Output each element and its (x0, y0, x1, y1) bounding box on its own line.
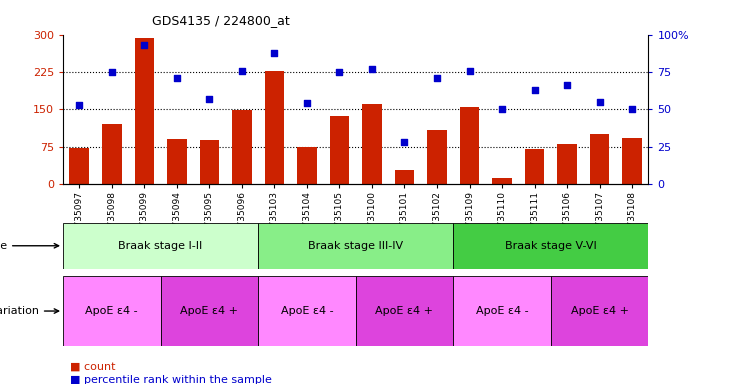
Point (73, 102, 85, 108)
Point (333, 69, 345, 75)
Point (268, 50, 280, 56)
Point (431, 75, 443, 81)
Bar (362, 104, 382, 184)
Text: GDS4135 / 224800_at: GDS4135 / 224800_at (152, 14, 290, 27)
Bar (258, 276, 356, 346)
Text: ApoE ε4 +: ApoE ε4 + (571, 306, 628, 316)
Bar (622, 138, 642, 184)
Point (399, 139, 411, 146)
Text: ApoE ε4 -: ApoE ε4 - (476, 306, 528, 316)
Bar (258, 223, 453, 269)
Point (594, 99, 605, 105)
Bar (428, 131, 447, 184)
Text: ■ percentile rank within the sample: ■ percentile rank within the sample (70, 375, 272, 384)
Text: ■ count: ■ count (70, 362, 116, 372)
Point (366, 66, 378, 72)
Bar (199, 141, 219, 184)
Bar (232, 111, 252, 184)
Point (626, 106, 638, 113)
Text: ApoE ε4 -: ApoE ε4 - (281, 306, 333, 316)
Bar (395, 170, 414, 184)
Text: disease state: disease state (0, 241, 59, 251)
Text: Braak stage I-II: Braak stage I-II (119, 241, 203, 251)
Bar (557, 144, 576, 184)
Bar (102, 124, 122, 184)
Point (139, 42, 150, 48)
Text: ApoE ε4 -: ApoE ε4 - (85, 306, 138, 316)
Bar (297, 147, 316, 184)
Bar (70, 148, 89, 184)
Bar (453, 223, 648, 269)
Bar (135, 38, 154, 184)
Point (496, 106, 508, 113)
Point (301, 100, 313, 106)
Bar (63, 223, 258, 269)
Bar (356, 276, 453, 346)
Bar (459, 107, 479, 184)
Text: ApoE ε4 +: ApoE ε4 + (180, 306, 239, 316)
Point (528, 87, 540, 93)
Bar (265, 71, 284, 184)
Bar (161, 276, 258, 346)
Bar (590, 134, 609, 184)
Point (106, 69, 118, 75)
Bar (551, 276, 648, 346)
Bar (525, 149, 545, 184)
Bar (167, 139, 187, 184)
Point (561, 83, 573, 89)
Text: genotype/variation: genotype/variation (0, 306, 59, 316)
Text: Braak stage V-VI: Braak stage V-VI (505, 241, 597, 251)
Bar (63, 276, 161, 346)
Bar (330, 116, 349, 184)
Bar (492, 178, 512, 184)
Text: Braak stage III-IV: Braak stage III-IV (308, 241, 403, 251)
Point (236, 68, 247, 74)
Point (464, 68, 476, 74)
Bar (453, 276, 551, 346)
Text: ApoE ε4 +: ApoE ε4 + (376, 306, 433, 316)
Point (203, 96, 215, 102)
Point (171, 75, 183, 81)
